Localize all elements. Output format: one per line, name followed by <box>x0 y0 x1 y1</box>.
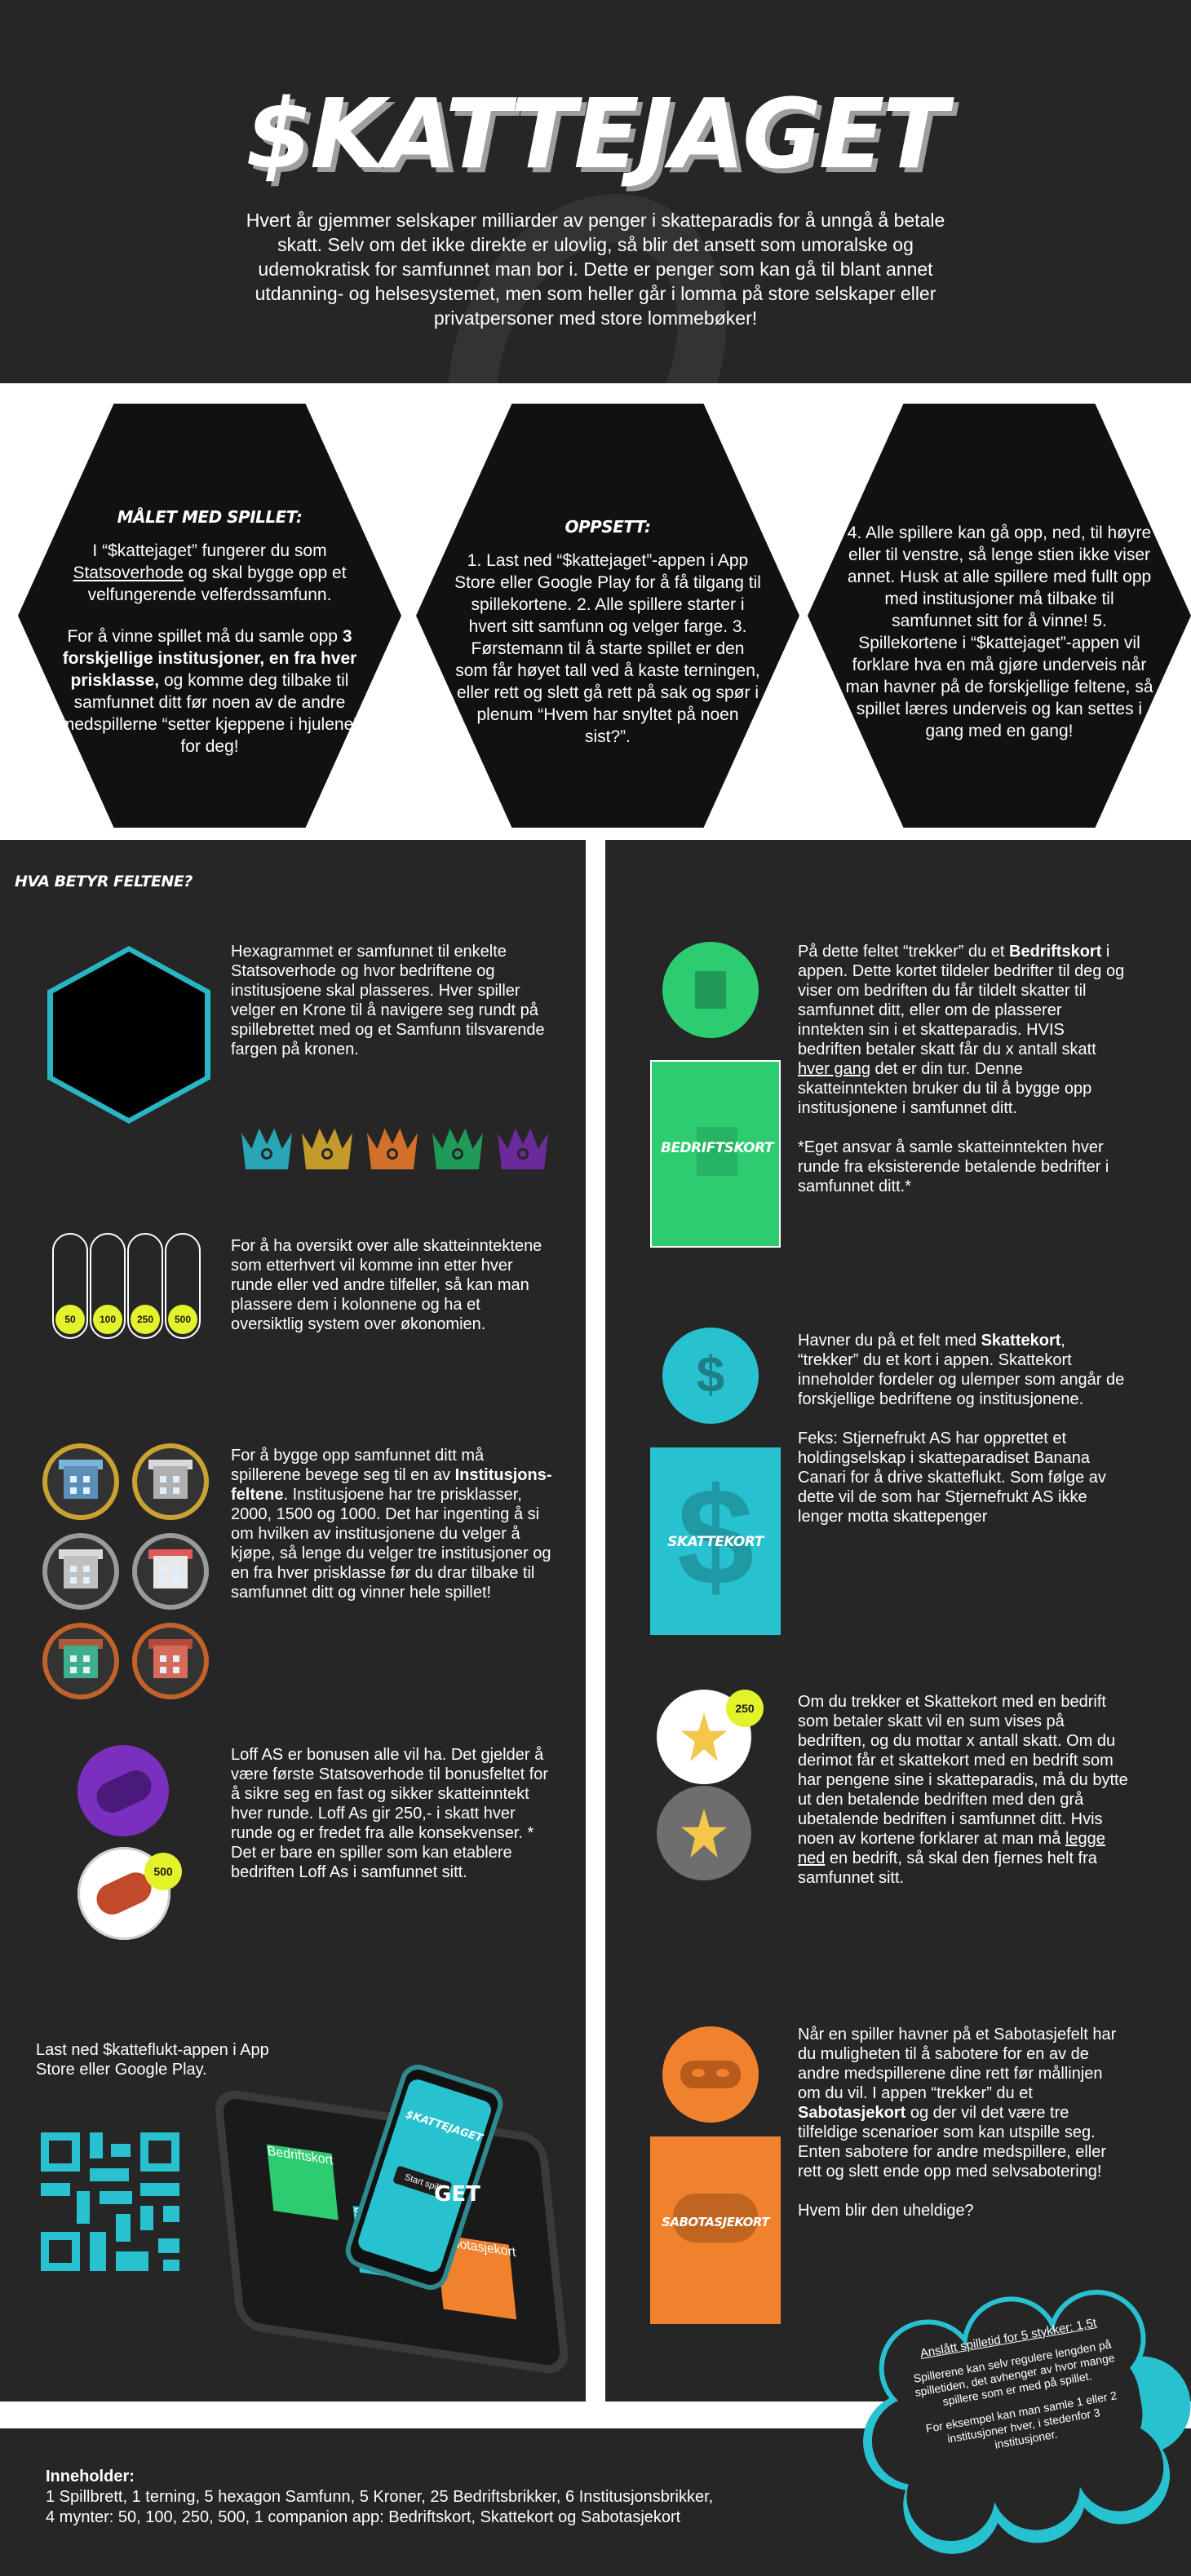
coin-column: 100 <box>90 1233 126 1339</box>
setup-text: 1. Last ned “$kattejaget”-appen i App St… <box>454 551 761 746</box>
bedriftskort-text: På dette feltet “trekker” du et Bedrifts… <box>798 943 1125 1195</box>
hexagram-text: Hexagrammet er samfunnet til enkelte Sta… <box>231 943 545 1058</box>
crown-icon <box>302 1124 352 1169</box>
qr-code-icon[interactable] <box>41 2132 179 2271</box>
coin-100: 100 <box>93 1305 122 1334</box>
building-icon <box>132 1623 209 1699</box>
crown-icon <box>498 1124 548 1169</box>
star-fruit-icon <box>657 1690 751 1784</box>
coin-500: 500 <box>168 1305 197 1334</box>
crown-icon <box>367 1124 418 1169</box>
institutions-text: For å bygge opp samfunnet ditt må spille… <box>231 1447 552 1602</box>
coin-250: 250 <box>131 1305 160 1334</box>
skattekort-text: Havner du på et felt med Skattekort, “tr… <box>798 1332 1125 1526</box>
sabotasje-text: Når en spiller havner på et Sabotasjefel… <box>798 2026 1117 2220</box>
mask-icon <box>662 2026 759 2123</box>
goal-heading: MÅLET MED SPILLET: <box>117 507 303 527</box>
contents-line-2: 4 mynter: 50, 100, 250, 500, 1 companion… <box>46 2508 681 2526</box>
loff-tax-badge: 500 <box>144 1853 182 1890</box>
coin-column: 500 <box>165 1233 201 1339</box>
contents-list: Inneholder: 1 Spillbrett, 1 terning, 5 h… <box>46 2467 713 2528</box>
dollar-icon: $ <box>662 1328 759 1424</box>
hexagram-shape <box>47 946 210 1124</box>
bedrift-card: Bedriftskort <box>266 2144 339 2220</box>
fields-heading: HVA BETYR FELTENE? <box>15 873 193 890</box>
contents-heading: Inneholder: <box>46 2468 135 2485</box>
page-title: $KATTEJAGET <box>245 77 948 190</box>
bedriftskort-card: BEDRIFTSKORT <box>650 1060 781 1248</box>
crown-icon <box>241 1124 292 1169</box>
setup-heading: OPPSETT: <box>565 517 651 537</box>
download-text: Last ned $katteflukt-appen i App Store e… <box>36 2041 269 2079</box>
intro-text: Hvert år gjemmer selskaper milliarder av… <box>246 210 945 329</box>
rules-text: 4. Alle spillere kan gå opp, ned, til hø… <box>845 524 1153 740</box>
star-fruit-icon <box>657 1786 751 1880</box>
goal-paragraph-2: For å vinne spillet må du samle opp 3 fo… <box>60 627 360 756</box>
sabotasjekort-card: SABOTASJEKORT <box>650 2136 781 2324</box>
building-icon <box>42 1623 119 1699</box>
coins-text: For å ha oversikt over alle skatteinntek… <box>231 1237 542 1333</box>
goal-hexagon: MÅLET MED SPILLET: I “$kattejaget” funge… <box>18 404 401 828</box>
rules-hexagon: 4. Alle spillere kan gå opp, ned, til hø… <box>808 404 1191 828</box>
bread-icon <box>77 1745 169 1836</box>
building-icon <box>42 1443 119 1520</box>
crown-icon <box>432 1124 483 1169</box>
building-icon <box>132 1443 209 1520</box>
fruit-text: Om du trekker et Skattekort med en bedri… <box>798 1693 1128 1887</box>
fruit-tax-badge: 250 <box>726 1690 764 1727</box>
contents-line-1: 1 Spillbrett, 1 terning, 5 hexagon Samfu… <box>46 2488 714 2506</box>
building-icon <box>662 942 759 1038</box>
goal-paragraph-1: I “$kattejaget” fungerer du som Statsove… <box>73 541 347 604</box>
loff-text: Loff AS er bonusen alle vil ha. Det gjel… <box>231 1746 549 1881</box>
coin-column: 250 <box>127 1233 163 1339</box>
building-icon <box>42 1533 119 1610</box>
coin-50: 50 <box>55 1305 85 1334</box>
coin-column: 50 <box>52 1233 88 1339</box>
skattekort-card: $ SKATTEKORT <box>650 1447 781 1635</box>
building-icon <box>132 1533 209 1610</box>
header-banner <box>0 0 1191 383</box>
get-label: GET <box>434 2182 480 2207</box>
setup-hexagon: OPPSETT: 1. Last ned “$kattejaget”-appen… <box>416 404 799 828</box>
